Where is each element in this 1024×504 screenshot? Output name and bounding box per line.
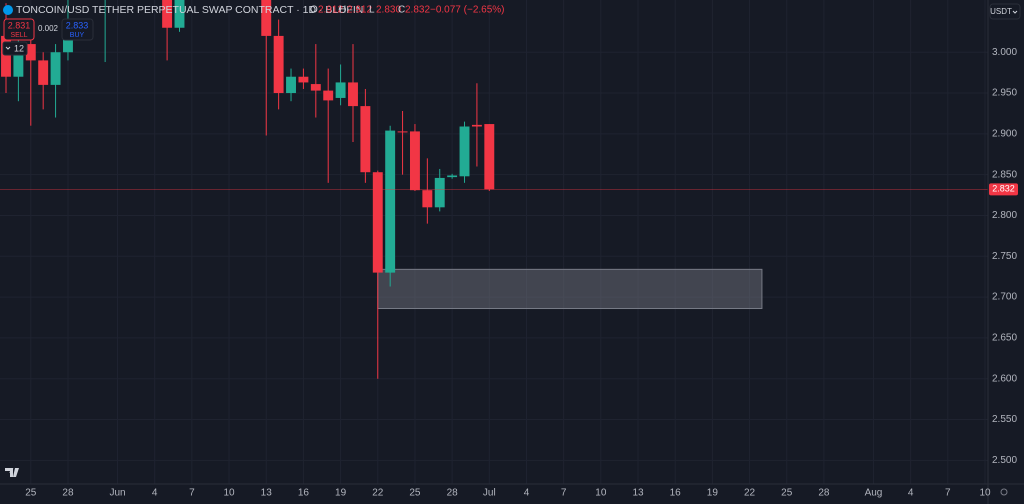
candle-body: [298, 76, 309, 83]
y-tick-label: 2.650: [992, 333, 1017, 344]
x-tick-label: Jun: [109, 488, 125, 499]
candle-body: [372, 172, 383, 273]
buy-button[interactable]: [61, 18, 94, 41]
x-tick-label: 25: [781, 488, 793, 499]
x-tick-label: 4: [524, 488, 530, 499]
plot: [0, 0, 988, 379]
sell-button[interactable]: [3, 18, 35, 41]
candle-body: [471, 124, 482, 127]
candle-body: [174, 0, 185, 28]
x-tick-label: 4: [908, 488, 914, 499]
sell-price: 2.831: [8, 20, 31, 30]
x-tick-label: 13: [261, 488, 273, 499]
x-tick-label: 19: [707, 488, 719, 499]
legend-low: 2.830: [376, 5, 401, 16]
candle-body: [13, 44, 24, 77]
legend-open-key: O: [310, 5, 318, 16]
candle-body: [286, 76, 296, 94]
x-tick-label: 22: [372, 488, 384, 499]
x-tick-label: 28: [447, 488, 459, 499]
candle-body: [50, 52, 61, 85]
candle-body: [360, 106, 371, 173]
legend-low-key: L: [369, 5, 375, 16]
legend-close: 2.832: [405, 5, 430, 16]
candle-body: [162, 0, 173, 28]
y-tick-label: 3.000: [992, 47, 1017, 58]
currency-button[interactable]: [989, 3, 1021, 20]
x-tick-label: 7: [945, 488, 951, 499]
candle-body: [459, 126, 470, 177]
quantity: 12: [14, 43, 24, 53]
y-tick-label: 2.950: [992, 88, 1017, 99]
y-tick-label: 2.600: [992, 373, 1017, 384]
spread: 0.002: [38, 24, 59, 33]
zone: [377, 268, 763, 310]
last-price-label: 2.832: [992, 184, 1015, 194]
candle-body: [434, 177, 445, 208]
y-tick-label: 2.700: [992, 292, 1017, 303]
candle-body: [273, 35, 284, 94]
logo-mark: [5, 468, 19, 477]
candle-body: [385, 130, 396, 273]
y-tick-label: 2.850: [992, 169, 1017, 180]
x-tick-label: 10: [224, 488, 236, 499]
chart-title: TONCOIN/USD TETHER PERPETUAL SWAP CONTRA…: [16, 4, 363, 16]
x-tick-label: 16: [670, 488, 682, 499]
x-tick-label: 10: [595, 488, 607, 499]
candle-body: [409, 131, 420, 191]
x-tick-label: 16: [298, 488, 310, 499]
y-tick-label: 2.750: [992, 251, 1017, 262]
candle-body: [484, 124, 495, 190]
candle-body: [335, 82, 346, 98]
candle-body: [261, 0, 272, 36]
y-tick-label: 2.800: [992, 210, 1017, 221]
x-tick-label: 28: [62, 488, 74, 499]
x-tick-label: 19: [335, 488, 347, 499]
candle-body: [1, 35, 11, 77]
x-tick-label: 25: [25, 488, 37, 499]
candle-body: [422, 190, 433, 208]
x-tick-label: 13: [632, 488, 644, 499]
x-tick-label: 28: [818, 488, 830, 499]
y-tick-label: 2.900: [992, 128, 1017, 139]
x-tick-label: 7: [561, 488, 567, 499]
x-tick-label: 25: [409, 488, 421, 499]
candle-body: [397, 131, 408, 133]
candle-body: [348, 82, 358, 107]
x-tick-label: Jul: [483, 488, 496, 499]
axes: 2.500 2.550 2.600 2.650 2.700 2.750 2.800 2.850…: [25, 47, 1018, 499]
y-tick-label: 2.550: [992, 414, 1017, 425]
candle-body: [323, 90, 334, 101]
buy-price: 2.833: [66, 20, 89, 30]
x-tick-label: 10: [979, 488, 991, 499]
x-tick-label: 7: [189, 488, 195, 499]
legend-high-key: H: [339, 5, 346, 16]
legend-close-key: C: [398, 5, 405, 16]
sell-label: SELL: [10, 32, 27, 39]
currency: USDT: [990, 7, 1012, 16]
candle-body: [25, 44, 36, 61]
candle-body: [447, 175, 458, 178]
quantity-chevron: [5, 46, 11, 50]
legend-high: 2.912: [347, 5, 372, 16]
x-tick-label: 4: [152, 488, 158, 499]
buy-label: BUY: [70, 32, 85, 39]
y-tick-label: 2.500: [992, 455, 1017, 466]
legend-open: 2.912: [318, 5, 343, 16]
legend-change: −0.077 (−2.65%): [430, 5, 505, 16]
candle-body: [310, 84, 321, 91]
candle-body: [38, 60, 49, 85]
x-tick-label: Aug: [865, 488, 883, 499]
last-price-box: [989, 183, 1018, 196]
x-tick-label: 22: [744, 488, 756, 499]
currency-chevron: [1012, 10, 1018, 14]
coin-icon: [3, 5, 13, 15]
quantity-box[interactable]: [2, 41, 28, 56]
settings-icon[interactable]: [1000, 488, 1008, 496]
